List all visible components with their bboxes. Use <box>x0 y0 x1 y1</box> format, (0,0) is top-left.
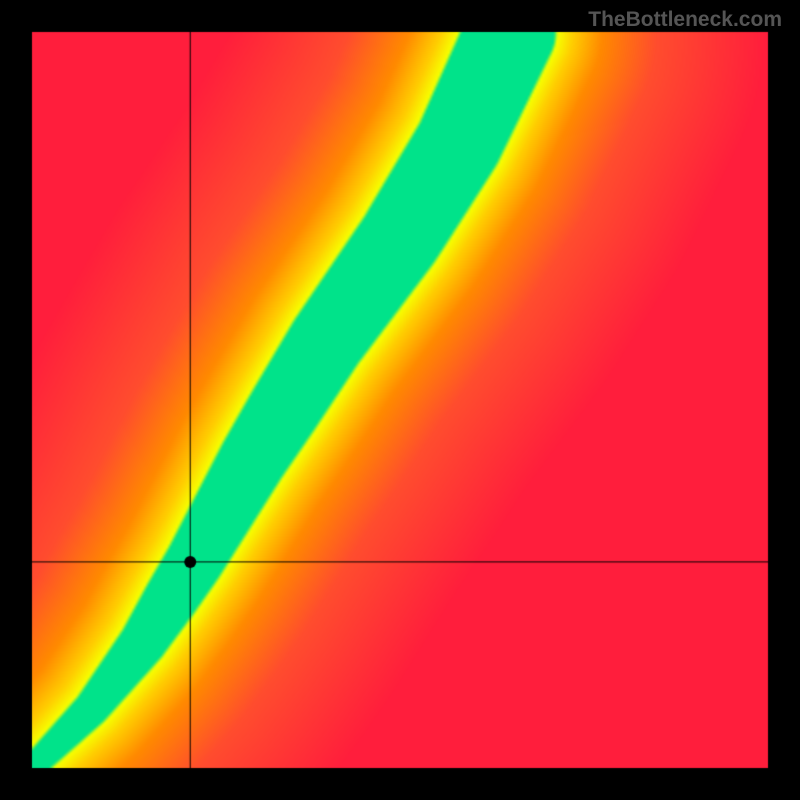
watermark-text: TheBottleneck.com <box>588 8 782 32</box>
bottleneck-heatmap <box>0 0 800 800</box>
